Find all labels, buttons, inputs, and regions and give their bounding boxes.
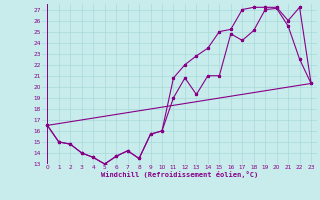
X-axis label: Windchill (Refroidissement éolien,°C): Windchill (Refroidissement éolien,°C) (100, 171, 258, 178)
